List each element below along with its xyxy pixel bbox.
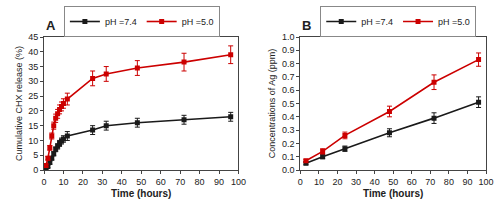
svg-text:0.3: 0.3 bbox=[282, 125, 295, 135]
svg-text:pH =5.0: pH =5.0 bbox=[438, 17, 470, 27]
svg-text:100: 100 bbox=[478, 177, 493, 187]
svg-text:80: 80 bbox=[444, 177, 454, 187]
svg-text:pH =7.4: pH =7.4 bbox=[105, 17, 137, 27]
svg-text:45: 45 bbox=[28, 32, 38, 42]
svg-text:0.4: 0.4 bbox=[282, 112, 295, 122]
svg-text:60: 60 bbox=[156, 177, 166, 187]
svg-text:15: 15 bbox=[28, 121, 38, 131]
svg-text:30: 30 bbox=[351, 177, 361, 187]
svg-text:0.9: 0.9 bbox=[282, 45, 295, 55]
svg-text:25: 25 bbox=[28, 91, 38, 101]
svg-text:0: 0 bbox=[33, 165, 38, 175]
svg-text:40: 40 bbox=[117, 177, 127, 187]
svg-text:10: 10 bbox=[58, 177, 68, 187]
svg-text:Cumulative CHX release (%): Cumulative CHX release (%) bbox=[14, 46, 24, 161]
svg-text:30: 30 bbox=[28, 76, 38, 86]
svg-text:1.0: 1.0 bbox=[282, 32, 295, 42]
svg-text:60: 60 bbox=[407, 177, 417, 187]
svg-text:0.6: 0.6 bbox=[282, 85, 295, 95]
svg-text:0: 0 bbox=[41, 177, 46, 187]
svg-text:0.0: 0.0 bbox=[282, 165, 295, 175]
svg-text:10: 10 bbox=[314, 177, 324, 187]
svg-text:0.8: 0.8 bbox=[282, 59, 295, 69]
svg-text:0.5: 0.5 bbox=[282, 99, 295, 109]
svg-text:90: 90 bbox=[214, 177, 224, 187]
svg-text:Time (hours): Time (hours) bbox=[111, 188, 171, 199]
svg-text:30: 30 bbox=[97, 177, 107, 187]
svg-text:70: 70 bbox=[175, 177, 185, 187]
svg-text:20: 20 bbox=[28, 106, 38, 116]
svg-text:pH =7.4: pH =7.4 bbox=[361, 17, 393, 27]
svg-text:70: 70 bbox=[425, 177, 435, 187]
svg-text:35: 35 bbox=[28, 62, 38, 72]
svg-text:0: 0 bbox=[298, 177, 303, 187]
svg-text:50: 50 bbox=[388, 177, 398, 187]
svg-text:0.7: 0.7 bbox=[282, 72, 295, 82]
svg-text:20: 20 bbox=[332, 177, 342, 187]
svg-text:50: 50 bbox=[136, 177, 146, 187]
svg-text:90: 90 bbox=[462, 177, 472, 187]
svg-text:0.1: 0.1 bbox=[282, 152, 295, 162]
svg-text:40: 40 bbox=[370, 177, 380, 187]
svg-text:A: A bbox=[46, 18, 56, 33]
svg-text:pH =5.0: pH =5.0 bbox=[182, 17, 214, 27]
svg-text:5: 5 bbox=[33, 150, 38, 160]
svg-text:Concentrations of Ag (ppm): Concentrations of Ag (ppm) bbox=[267, 49, 277, 159]
svg-text:20: 20 bbox=[78, 177, 88, 187]
svg-text:0.2: 0.2 bbox=[282, 139, 295, 149]
svg-text:80: 80 bbox=[195, 177, 205, 187]
svg-text:40: 40 bbox=[28, 47, 38, 57]
svg-text:B: B bbox=[302, 18, 311, 33]
svg-text:10: 10 bbox=[28, 136, 38, 146]
svg-text:Time (hours): Time (hours) bbox=[363, 188, 423, 199]
svg-text:100: 100 bbox=[231, 177, 246, 187]
